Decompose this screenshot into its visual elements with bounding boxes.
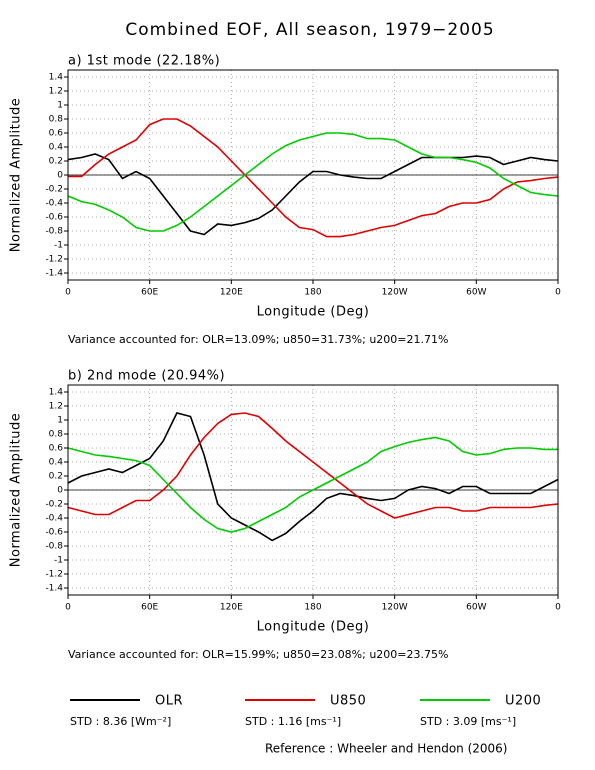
y-tick-label: 1.4 <box>49 388 64 398</box>
series-line <box>67 153 559 236</box>
y-tick-label: 1 <box>57 416 63 426</box>
reference: Reference : Wheeler and Hendon (2006) <box>265 742 507 756</box>
x-axis-label: Longitude (Deg) <box>257 305 370 320</box>
x-axis-label: Longitude (Deg) <box>257 620 370 635</box>
y-axis-label: Normalized Amplitude <box>9 413 24 567</box>
legend-std: STD : 1.16 [ms⁻¹] <box>245 715 341 728</box>
page-title: Combined EOF, All season, 1979−2005 <box>125 20 494 40</box>
legend-std: STD : 3.09 [ms⁻¹] <box>420 715 516 728</box>
y-tick-label: -0.8 <box>45 542 63 552</box>
y-tick-label: 0.8 <box>49 430 64 440</box>
y-tick-label: -0.2 <box>45 500 63 510</box>
y-tick-label: -0.6 <box>45 213 63 223</box>
x-tick-label: 60E <box>141 288 158 298</box>
y-tick-label: 0.2 <box>49 157 63 167</box>
y-tick-label: -1.4 <box>45 269 63 279</box>
legend-label: U850 <box>330 694 366 709</box>
y-tick-label: 0.8 <box>49 115 64 125</box>
x-tick-label: 60W <box>466 288 486 298</box>
panel-title: a) 1st mode (22.18%) <box>68 54 220 69</box>
y-tick-label: 1.2 <box>49 402 63 412</box>
x-tick-label: 0 <box>65 603 71 613</box>
plot-frame <box>67 69 559 281</box>
x-tick-label: 0 <box>65 288 71 298</box>
x-tick-label: 0 <box>555 603 561 613</box>
y-tick-label: 0 <box>57 171 63 181</box>
series-line <box>67 412 559 519</box>
annotation: Variance accounted for: OLR=15.99%; u850… <box>68 648 448 661</box>
y-tick-label: -0.8 <box>45 227 63 237</box>
y-tick-label: 0.6 <box>49 129 64 139</box>
y-tick-label: -0.4 <box>45 199 63 209</box>
y-tick-label: 0.6 <box>49 444 64 454</box>
x-tick-label: 120E <box>220 603 243 613</box>
y-tick-label: -1 <box>54 556 63 566</box>
y-tick-label: 0.2 <box>49 472 63 482</box>
x-tick-label: 60W <box>466 603 486 613</box>
y-tick-label: 0 <box>57 486 63 496</box>
y-tick-label: 1 <box>57 101 63 111</box>
x-tick-label: 60E <box>141 603 158 613</box>
plot-frame <box>67 384 559 596</box>
y-tick-label: 1.4 <box>49 73 64 83</box>
legend-label: U200 <box>505 694 541 709</box>
y-tick-label: -0.2 <box>45 185 63 195</box>
series-line <box>67 436 558 533</box>
y-tick-label: -1.4 <box>45 584 63 594</box>
x-tick-label: 180 <box>304 288 321 298</box>
annotation: Variance accounted for: OLR=13.09%; u850… <box>68 333 448 346</box>
series-line <box>67 412 559 542</box>
y-tick-label: -1.2 <box>45 255 63 265</box>
legend-label: OLR <box>155 694 183 709</box>
y-tick-label: -1.2 <box>45 570 63 580</box>
x-tick-label: 120W <box>382 603 408 613</box>
y-tick-label: -0.6 <box>45 528 63 538</box>
y-tick-label: -1 <box>54 241 63 251</box>
x-tick-label: 120W <box>382 288 408 298</box>
legend-std: STD : 8.36 [Wm⁻²] <box>70 715 171 728</box>
series-line <box>67 132 559 232</box>
y-tick-label: 1.2 <box>49 87 63 97</box>
y-axis-label: Normalized Amplitude <box>9 98 24 252</box>
x-tick-label: 120E <box>220 288 243 298</box>
y-tick-label: 0.4 <box>49 143 64 153</box>
y-tick-label: 0.4 <box>49 458 64 468</box>
series-line <box>68 118 559 238</box>
y-tick-label: -0.4 <box>45 514 63 524</box>
x-tick-label: 180 <box>304 603 321 613</box>
x-tick-label: 0 <box>555 288 561 298</box>
panel-title: b) 2nd mode (20.94%) <box>68 369 225 384</box>
